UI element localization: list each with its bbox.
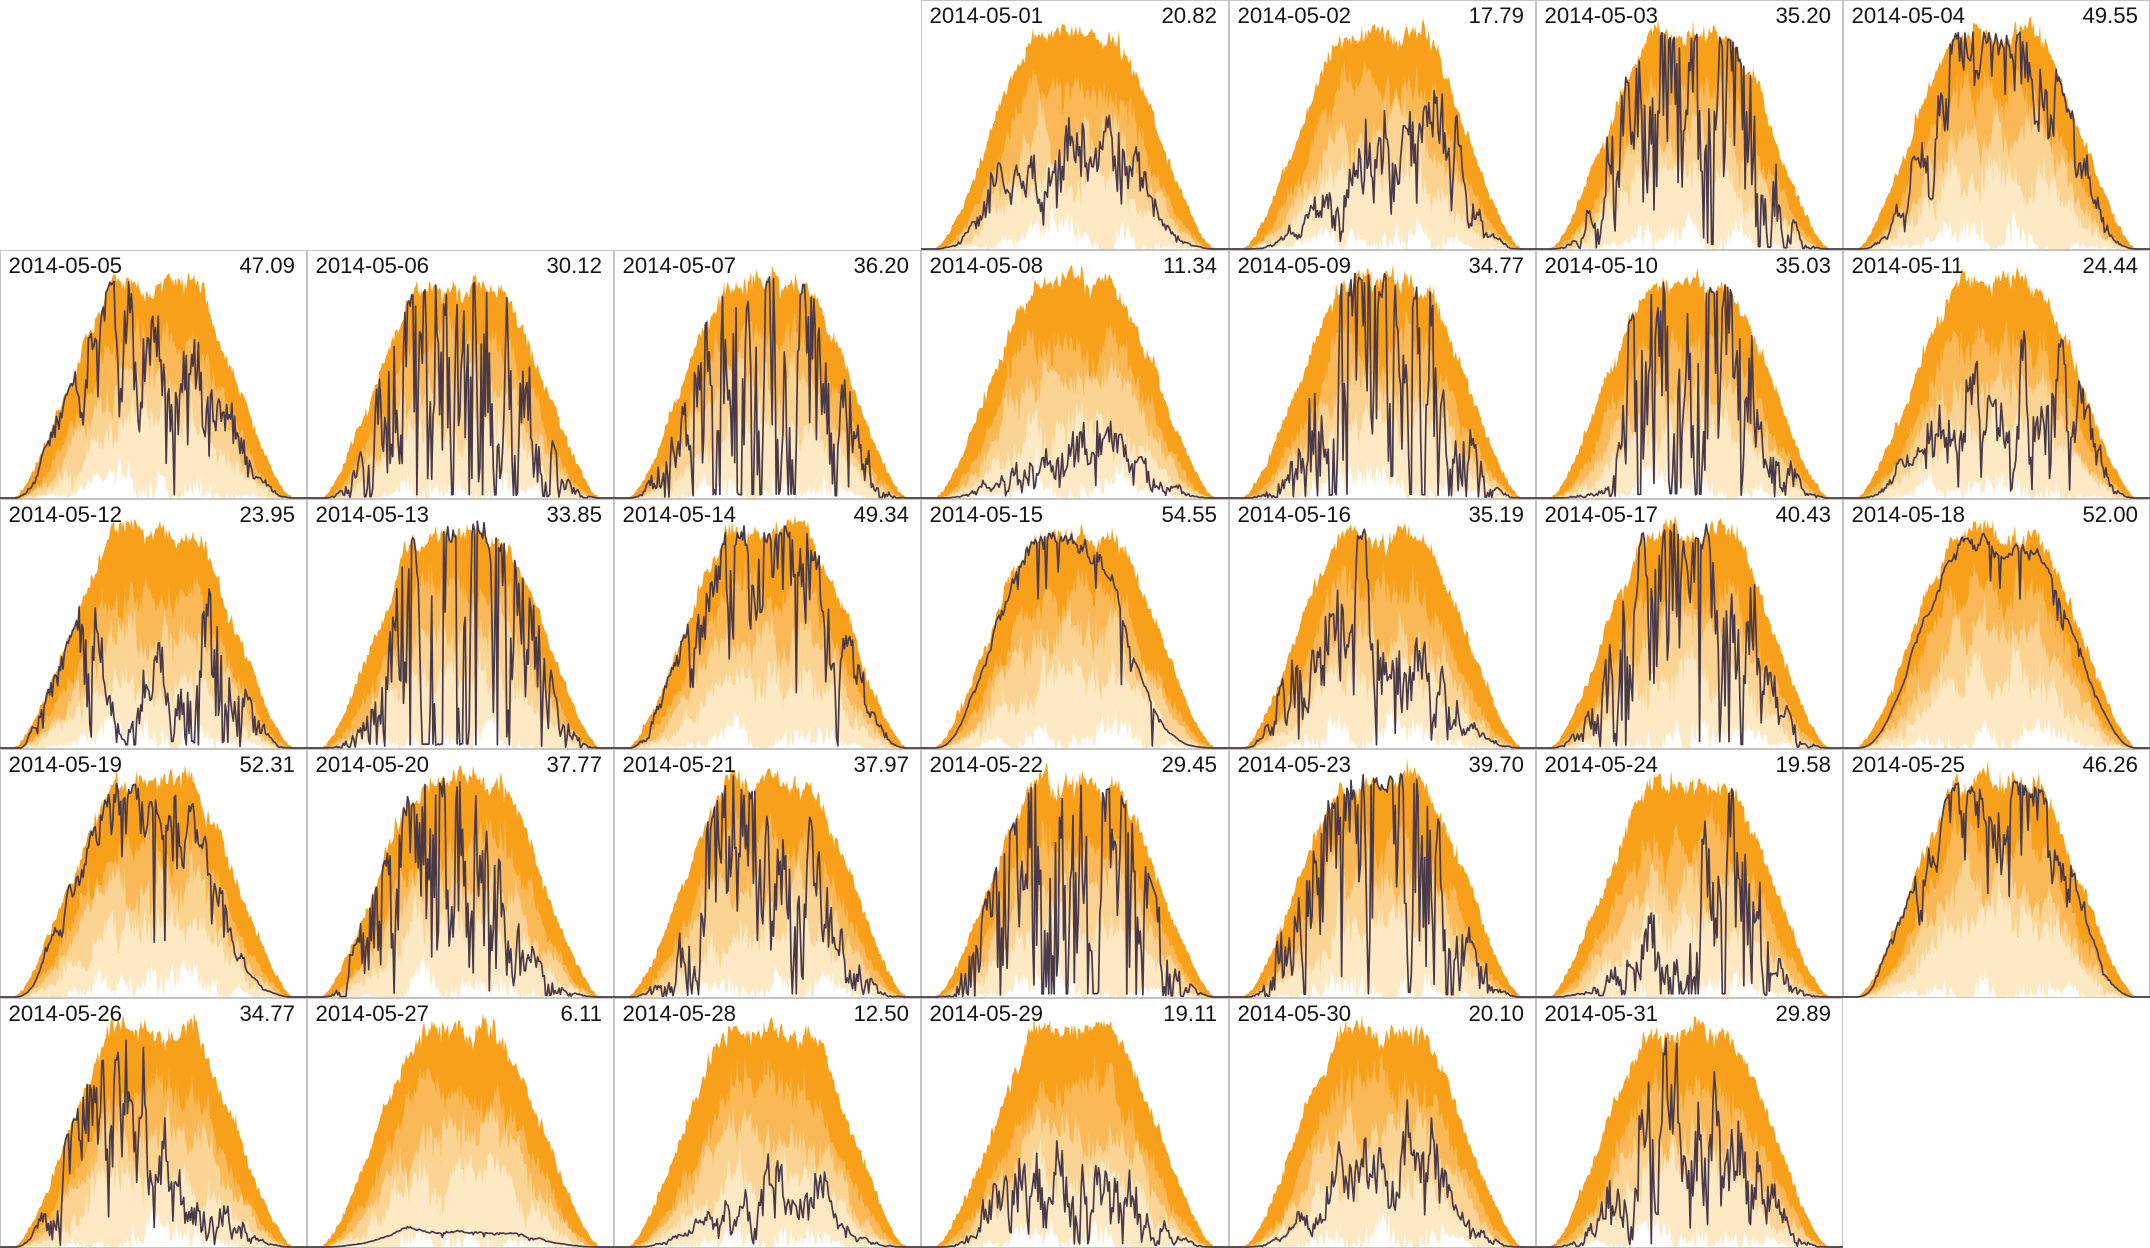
svg-text:6.11: 6.11: [560, 1001, 602, 1026]
svg-text:2014-05-08: 2014-05-08: [930, 253, 1044, 278]
svg-text:2014-05-16: 2014-05-16: [1238, 502, 1352, 527]
svg-text:20.82: 20.82: [1161, 3, 1217, 28]
svg-text:2014-05-22: 2014-05-22: [930, 752, 1044, 777]
svg-text:2014-05-28: 2014-05-28: [623, 1001, 737, 1026]
svg-text:2014-05-23: 2014-05-23: [1238, 752, 1352, 777]
svg-text:37.77: 37.77: [546, 752, 602, 777]
svg-text:52.31: 52.31: [239, 752, 295, 777]
svg-text:37.97: 37.97: [853, 752, 909, 777]
svg-text:2014-05-15: 2014-05-15: [930, 502, 1044, 527]
svg-text:40.43: 40.43: [1775, 502, 1831, 527]
svg-text:33.85: 33.85: [546, 502, 602, 527]
svg-text:2014-05-09: 2014-05-09: [1238, 253, 1352, 278]
svg-text:19.11: 19.11: [1163, 1001, 1217, 1026]
svg-text:29.89: 29.89: [1775, 1001, 1831, 1026]
svg-text:49.55: 49.55: [2082, 3, 2138, 28]
svg-text:46.26: 46.26: [2082, 752, 2138, 777]
svg-text:34.77: 34.77: [239, 1001, 295, 1026]
svg-text:2014-05-13: 2014-05-13: [316, 502, 430, 527]
svg-text:39.70: 39.70: [1468, 752, 1524, 777]
svg-text:29.45: 29.45: [1161, 752, 1217, 777]
svg-text:2014-05-19: 2014-05-19: [9, 752, 123, 777]
svg-text:35.19: 35.19: [1468, 502, 1524, 527]
svg-text:17.79: 17.79: [1468, 3, 1524, 28]
svg-text:35.20: 35.20: [1775, 3, 1831, 28]
svg-text:54.55: 54.55: [1161, 502, 1217, 527]
svg-text:2014-05-01: 2014-05-01: [930, 3, 1044, 28]
svg-text:24.44: 24.44: [2082, 253, 2138, 278]
svg-text:49.34: 49.34: [853, 502, 909, 527]
svg-text:2014-05-05: 2014-05-05: [9, 253, 123, 278]
svg-text:11.34: 11.34: [1163, 253, 1217, 278]
svg-text:2014-05-26: 2014-05-26: [9, 1001, 123, 1026]
svg-text:2014-05-07: 2014-05-07: [623, 253, 737, 278]
svg-text:2014-05-29: 2014-05-29: [930, 1001, 1044, 1026]
svg-text:12.50: 12.50: [853, 1001, 909, 1026]
svg-text:2014-05-20: 2014-05-20: [316, 752, 430, 777]
svg-text:2014-05-18: 2014-05-18: [1852, 502, 1966, 527]
svg-text:2014-05-21: 2014-05-21: [623, 752, 737, 777]
svg-text:2014-05-03: 2014-05-03: [1545, 3, 1659, 28]
svg-text:2014-05-06: 2014-05-06: [316, 253, 430, 278]
svg-text:2014-05-25: 2014-05-25: [1852, 752, 1966, 777]
svg-text:23.95: 23.95: [239, 502, 295, 527]
svg-text:36.20: 36.20: [853, 253, 909, 278]
svg-text:2014-05-04: 2014-05-04: [1852, 3, 1966, 28]
svg-text:30.12: 30.12: [546, 253, 602, 278]
svg-text:2014-05-27: 2014-05-27: [316, 1001, 430, 1026]
svg-text:2014-05-14: 2014-05-14: [623, 502, 737, 527]
svg-text:47.09: 47.09: [239, 253, 295, 278]
svg-text:20.10: 20.10: [1468, 1001, 1524, 1026]
svg-text:2014-05-11: 2014-05-11: [1852, 253, 1964, 278]
svg-text:2014-05-30: 2014-05-30: [1238, 1001, 1352, 1026]
svg-text:34.77: 34.77: [1468, 253, 1524, 278]
svg-text:2014-05-10: 2014-05-10: [1545, 253, 1659, 278]
svg-text:35.03: 35.03: [1775, 253, 1831, 278]
svg-text:2014-05-31: 2014-05-31: [1545, 1001, 1659, 1026]
svg-text:2014-05-17: 2014-05-17: [1545, 502, 1659, 527]
svg-text:2014-05-24: 2014-05-24: [1545, 752, 1659, 777]
svg-text:19.58: 19.58: [1775, 752, 1831, 777]
svg-text:2014-05-12: 2014-05-12: [9, 502, 123, 527]
svg-text:2014-05-02: 2014-05-02: [1238, 3, 1352, 28]
svg-text:52.00: 52.00: [2082, 502, 2138, 527]
